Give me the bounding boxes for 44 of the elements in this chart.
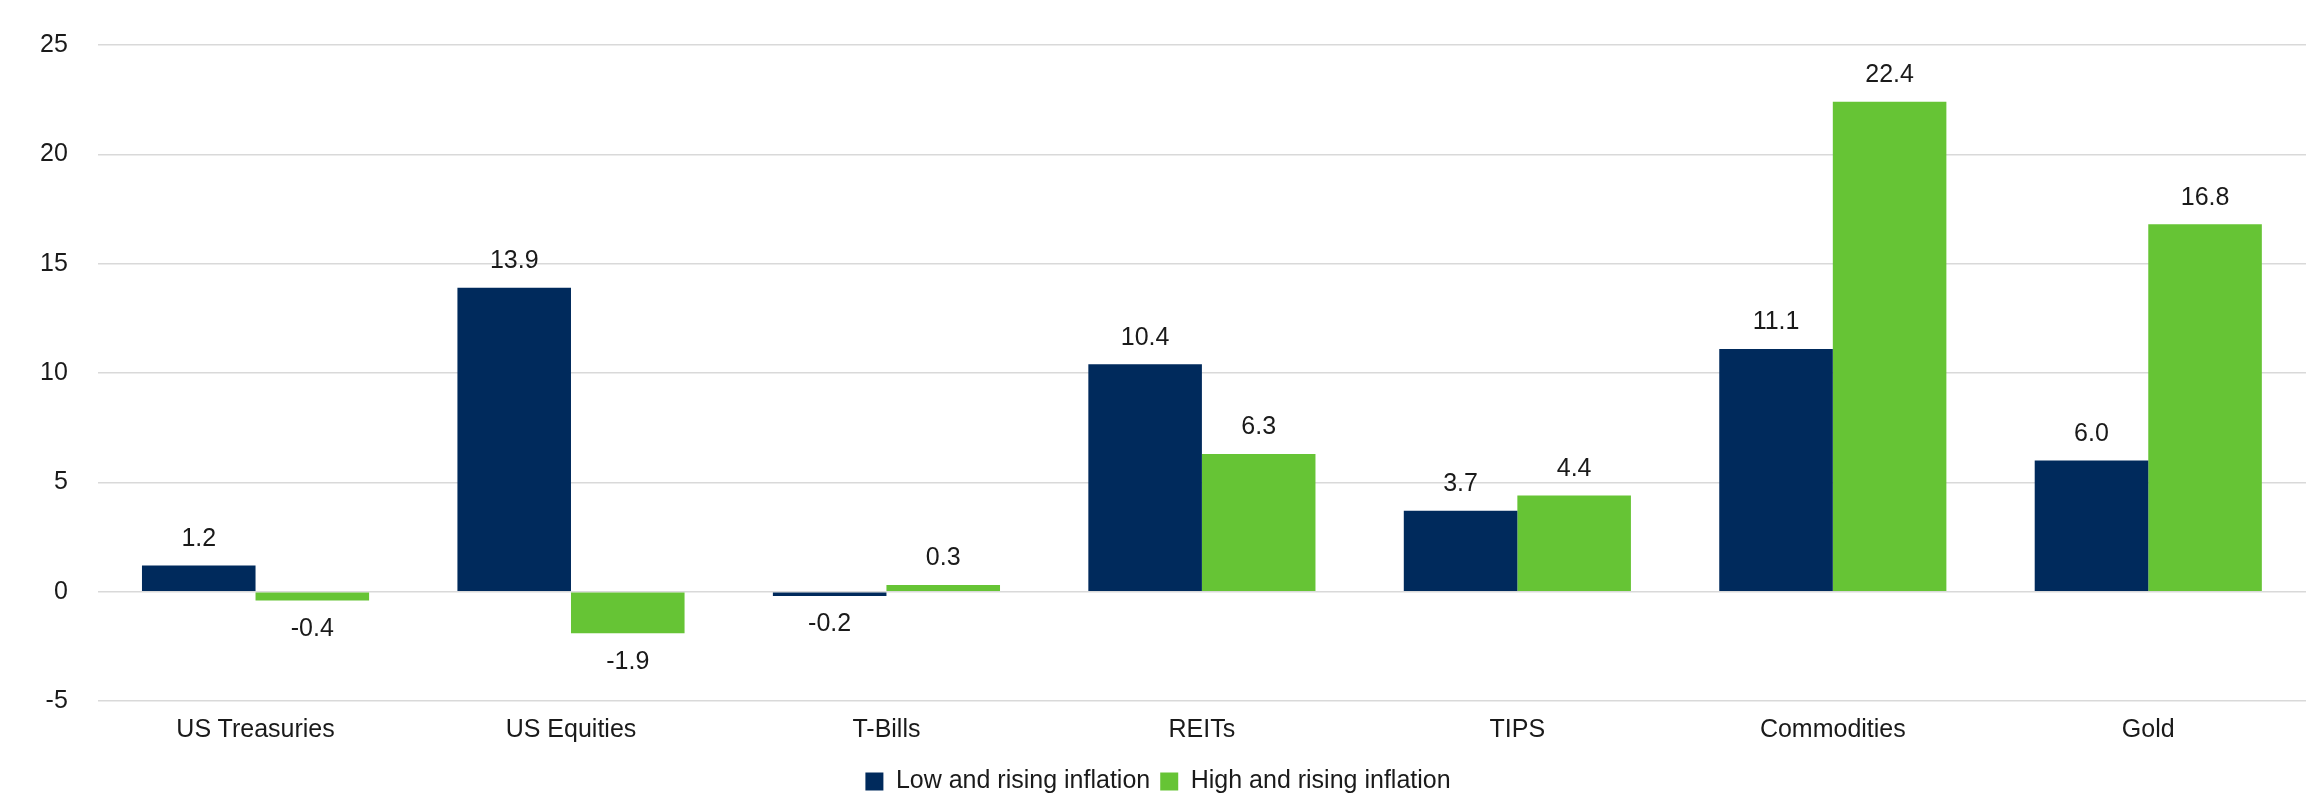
bar (2148, 224, 2262, 591)
bar (1201, 453, 1316, 591)
data-label: 6.0 (2074, 417, 2109, 446)
bar (1517, 495, 1631, 591)
x-tick-label: Commodities (1759, 713, 1906, 742)
bar (1719, 348, 1833, 591)
x-tick-label: REITs (1168, 713, 1236, 742)
y-tick-label: 0 (53, 575, 68, 604)
legend-label: Low and rising inflation (895, 765, 1151, 794)
bar (2034, 460, 2149, 591)
data-label: 11.1 (1752, 306, 1800, 335)
bar (570, 592, 685, 634)
y-tick-label: -5 (45, 684, 68, 713)
data-label: 6.3 (1241, 411, 1277, 440)
bar (457, 287, 571, 591)
data-label: 22.4 (1865, 59, 1915, 88)
data-label: 16.8 (2180, 181, 2230, 210)
x-tick-label: T-Bills (852, 713, 921, 742)
data-label: 10.4 (1120, 321, 1170, 350)
bar (1088, 364, 1202, 591)
data-label: -1.9 (606, 645, 650, 674)
bar (141, 565, 256, 591)
x-tick-label: US Equities (505, 713, 637, 742)
bar (1403, 510, 1518, 591)
data-label: 13.9 (489, 245, 539, 274)
data-label: 1.2 (181, 522, 217, 551)
data-label: -0.2 (808, 608, 852, 637)
legend-label: High and rising inflation (1190, 765, 1451, 794)
x-tick-label: Gold (2121, 713, 2175, 742)
y-tick-label: 5 (53, 466, 68, 495)
x-tick-label: TIPS (1489, 713, 1546, 742)
data-label: 4.4 (1556, 452, 1592, 481)
data-label: 3.7 (1443, 468, 1478, 497)
bar (255, 592, 370, 601)
bar (886, 585, 1001, 591)
y-tick-label: 20 (40, 138, 68, 167)
x-tick-label: US Treasuries (176, 713, 335, 742)
data-label: 0.3 (925, 542, 961, 571)
y-tick-label: 25 (40, 28, 68, 57)
bar (772, 592, 887, 597)
bar (1832, 101, 1947, 591)
y-tick-label: 15 (40, 247, 68, 276)
y-tick-label: 10 (40, 356, 68, 385)
data-label: -0.4 (290, 612, 334, 641)
